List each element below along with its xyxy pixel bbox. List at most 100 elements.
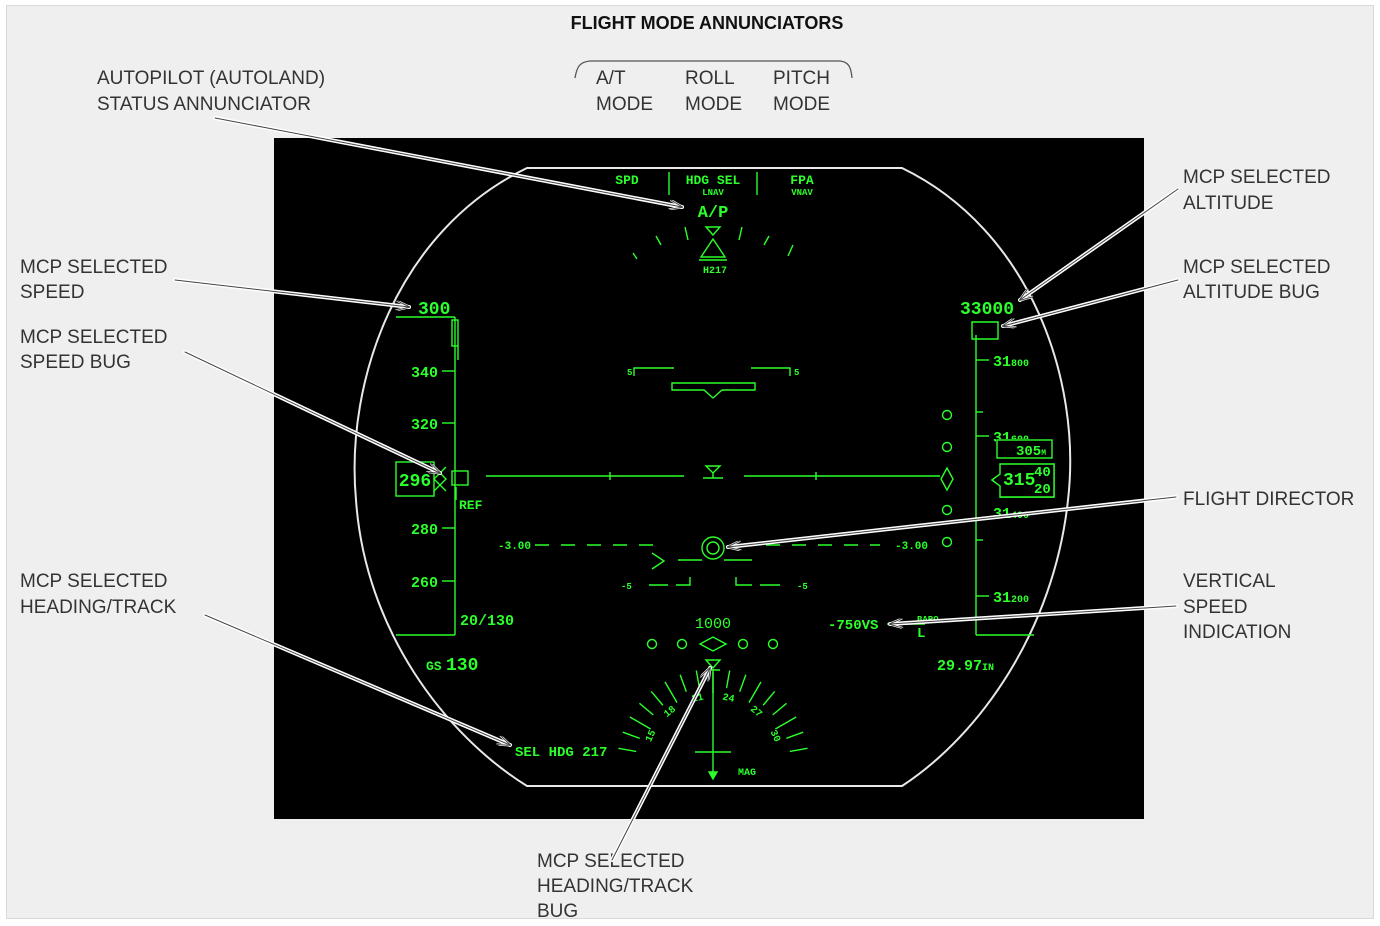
callout-vs-line3: INDICATION (1183, 622, 1291, 643)
compass-tick-group (618, 669, 808, 753)
annunciator-pitch-bottom: MODE (773, 94, 830, 115)
compass-tick (650, 691, 664, 706)
compass-tick (772, 702, 787, 716)
roll-tick (684, 226, 689, 241)
fma-at-mode: SPD (615, 173, 639, 188)
leader-vertical-speed (888, 604, 1178, 624)
leader-speed (173, 278, 411, 307)
pitch-label-plus5-right: 5 (794, 368, 799, 378)
roll-tick (632, 252, 638, 260)
groundspeed-value: 130 (446, 656, 478, 676)
compass-tick (629, 716, 651, 730)
roll-tick (738, 226, 743, 241)
callout-altitude-bug-line1: MCP SELECTED (1183, 257, 1330, 278)
alt-tick-big: 31 (993, 590, 1011, 607)
annunciator-pitch-top: PITCH (773, 68, 830, 89)
metric-altitude-value: 305 (1016, 444, 1041, 460)
alt-tick-big: 31 (993, 354, 1011, 371)
fma-pitch-mode: FPA (790, 173, 814, 188)
pitch-label-minus5-left: -5 (621, 582, 632, 592)
compass-tick (762, 691, 776, 706)
speed-bug-box (451, 470, 469, 486)
aircraft-reference-icon (703, 465, 723, 479)
pitch-line-plus5-right (751, 367, 791, 376)
speed-tick-label: 280 (411, 522, 438, 539)
compass-tick (639, 702, 654, 716)
pitch-label-minus5-right: -5 (797, 582, 808, 592)
compass-tick (695, 670, 701, 689)
current-altitude-small-top: 40 (1034, 465, 1051, 481)
vertical-speed: -750VS (828, 618, 878, 634)
compass-tick (789, 747, 808, 753)
annunciator-roll-top: ROLL (685, 68, 735, 89)
fpa-label-left: -3.00 (498, 541, 531, 553)
selected-heading: SEL HDG 217 (515, 745, 607, 761)
callout-altitude-line2: ALTITUDE (1183, 193, 1273, 214)
callout-speed-line1: MCP SELECTED (20, 257, 167, 278)
loc-dot (646, 638, 658, 650)
compass-tick (622, 731, 640, 739)
loc-diamond-icon (698, 636, 728, 652)
flight-director-inner (706, 541, 720, 555)
annunciator-at-bottom: MODE (596, 94, 653, 115)
alt-tick-small: 400 (1011, 511, 1029, 522)
metric-altitude: 305M (1016, 444, 1046, 460)
selected-speed: 300 (418, 300, 450, 320)
compass-label: 15 (644, 729, 659, 745)
compass-tick (739, 674, 747, 692)
baro-setting: 29.97 (937, 658, 982, 675)
current-speed: 296 (399, 472, 431, 492)
leader-altitude (1020, 187, 1180, 300)
altitude-bug-icon (971, 321, 999, 340)
alt-tick-label: 31800 (993, 354, 1029, 371)
callout-heading-bug-line3: BUG (537, 901, 578, 922)
leader-heading (203, 613, 510, 747)
groundspeed-prefix: GS (426, 659, 442, 674)
compass-tick (786, 731, 804, 739)
ref-label: REF (459, 498, 483, 513)
callout-heading-line1: MCP SELECTED (20, 571, 167, 592)
pitch-line-minus5-right (735, 577, 780, 586)
speed-tick-label: 260 (411, 575, 438, 592)
alt-tick-small: 800 (1011, 359, 1029, 370)
metric-altitude-box (996, 439, 1053, 459)
compass-tick (618, 747, 637, 753)
pitch-label-plus5-left: 5 (627, 368, 632, 378)
callout-ap-status-line1: AUTOPILOT (AUTOLAND) (97, 68, 325, 89)
roll-tick (655, 235, 662, 246)
callout-speed-bug-line2: SPEED BUG (20, 352, 131, 373)
compass-tick (748, 681, 762, 703)
wind-readout: 20/130 (460, 613, 514, 630)
baro-readout: 29.97IN (937, 658, 994, 675)
leader-ap-status (213, 116, 684, 207)
leader-flight-director (726, 495, 1178, 547)
boresight-wing-icon (671, 382, 756, 399)
current-altitude-box (990, 463, 1055, 498)
leader-heading-bug (610, 668, 712, 862)
fma-pitch-armed: VNAV (791, 188, 813, 198)
gs-dot (941, 409, 953, 421)
callout-ap-status-line2: STATUS ANNUNCIATOR (97, 94, 311, 115)
leader-altitude-bug (1003, 278, 1180, 326)
alt-label-mask (996, 439, 1054, 497)
callout-speed-bug-line1: MCP SELECTED (20, 327, 167, 348)
radio-altitude: 1000 (695, 616, 731, 633)
hud-combiner-outline (353, 167, 1072, 787)
compass-tick (664, 681, 678, 703)
leader-speed-bug (183, 350, 440, 475)
callout-vs-line2: SPEED (1183, 597, 1247, 618)
baro-marker: L (917, 626, 925, 642)
ap-status-annunciator: A/P (698, 204, 729, 223)
fpa-label-right: -3.00 (895, 541, 928, 553)
pitch-line-minus5-left (649, 577, 691, 586)
speed-error-chevron-icon (651, 552, 666, 570)
compass-label: 30 (767, 729, 782, 745)
alt-tick-small: 200 (1011, 595, 1029, 606)
loc-dot (737, 638, 749, 650)
flight-director-outer (701, 536, 725, 560)
gs-dot (941, 441, 953, 453)
pitch-line-plus5-left (633, 367, 674, 376)
track-arrow-icon (707, 771, 719, 781)
